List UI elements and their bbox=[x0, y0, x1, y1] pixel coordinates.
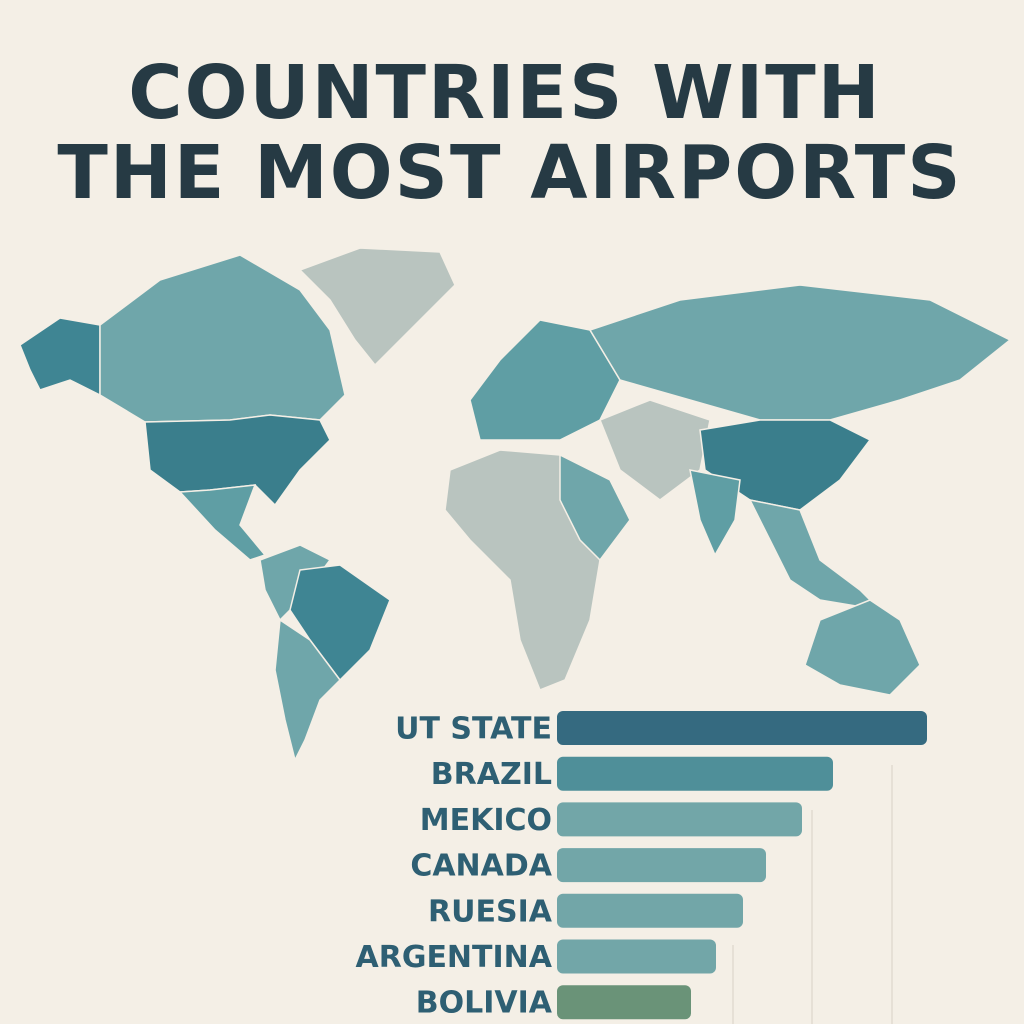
russia bbox=[588, 284, 1012, 421]
decoration bbox=[732, 765, 893, 1024]
chart-title: COUNTRIES WITH bbox=[128, 50, 881, 136]
y-tick-label: MEKICO bbox=[420, 803, 552, 838]
usa bbox=[144, 414, 331, 507]
africa-east bbox=[559, 453, 631, 562]
world-map bbox=[19, 247, 1012, 763]
south-america-south bbox=[274, 618, 341, 763]
bar bbox=[557, 939, 716, 974]
mexico bbox=[178, 484, 267, 561]
y-tick-label: BOLIVIA bbox=[416, 986, 553, 1021]
y-tick-label: ARGENTINA bbox=[356, 940, 553, 975]
canada bbox=[99, 254, 346, 423]
y-tick-label: UT STATE bbox=[395, 712, 552, 747]
bar bbox=[557, 802, 802, 837]
europe bbox=[469, 319, 621, 441]
bar bbox=[557, 756, 833, 791]
bar bbox=[557, 893, 743, 928]
southeast-asia bbox=[748, 498, 883, 612]
middle-east bbox=[599, 399, 711, 501]
y-tick-label: CANADA bbox=[410, 849, 552, 884]
bar bbox=[557, 711, 927, 745]
greenland bbox=[298, 247, 456, 367]
chart-title: THE MOST AIRPORTS bbox=[57, 130, 962, 216]
brazil bbox=[289, 564, 391, 682]
alaska bbox=[19, 317, 101, 397]
y-tick-label: RUESIA bbox=[428, 894, 553, 929]
bar bbox=[557, 848, 766, 883]
australia bbox=[804, 599, 921, 696]
bar bbox=[557, 985, 691, 1020]
y-tick-label: BRAZIL bbox=[431, 757, 552, 792]
india bbox=[689, 469, 741, 557]
